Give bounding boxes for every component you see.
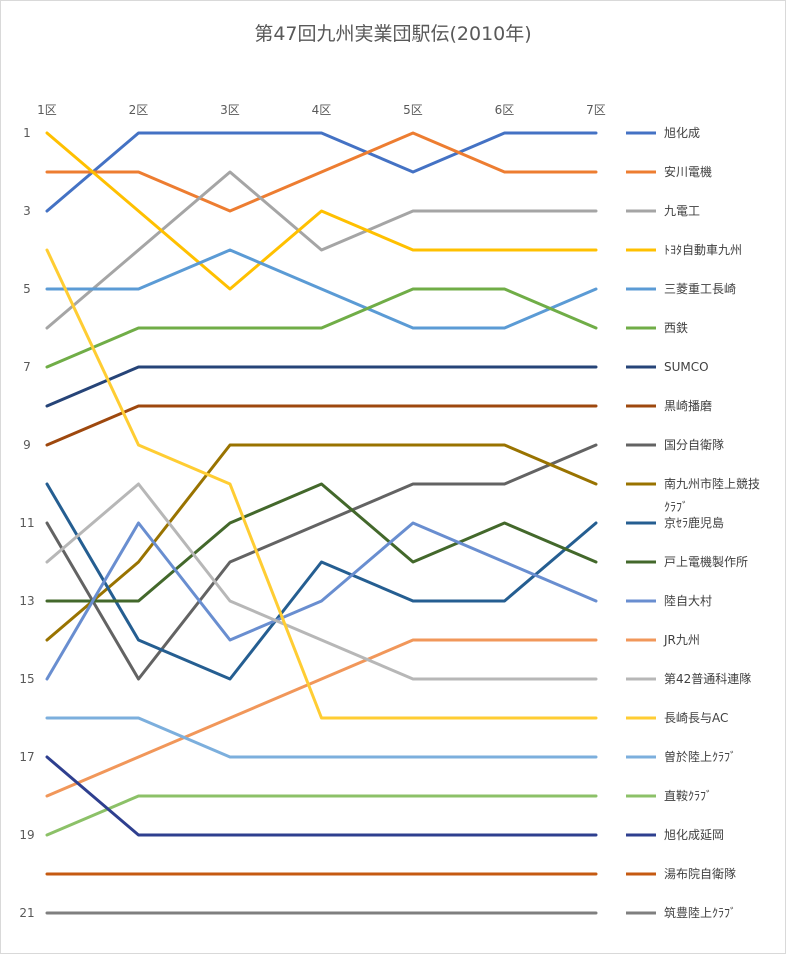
legend-label: 黒崎播磨 [664,399,712,413]
x-tick-label: 1区 [37,103,57,117]
y-tick-label: 1 [23,126,31,140]
legend-label: SUMCO [664,360,709,374]
y-tick-label: 21 [19,906,34,920]
series-line [45,131,598,213]
series-line [45,248,598,330]
legend-label: 旭化成 [664,126,700,140]
x-tick-label: 6区 [495,103,515,117]
series-line [45,443,598,642]
x-tick-label: 3区 [220,103,240,117]
legend-label: 九電工 [664,204,700,218]
legend-label: JR九州 [663,633,700,647]
legend-label: 第42普通科連隊 [664,671,751,686]
series-line [45,638,598,798]
legend-label: 旭化成延岡 [664,828,724,842]
series-line [45,521,598,681]
legend-label: 曽於陸上ｸﾗﾌﾞ [664,749,736,764]
legend-label: 西鉄 [664,320,688,335]
y-tick-label: 17 [19,750,34,764]
legend-label-ruby: ｸﾗﾌﾞ [664,500,688,514]
legend-label: ﾄﾖﾀ自動車九州 [664,243,742,257]
legend-label: 陸自大村 [664,594,712,608]
chart-title: 第47回九州実業団駅伝(2010年) [254,23,531,45]
series-line [45,365,598,408]
series-line [45,287,598,369]
y-tick-label: 13 [19,594,34,608]
series-line [45,170,598,330]
legend-label: 安川電機 [664,164,712,179]
x-tick-label: 4区 [312,103,332,117]
y-tick-label: 11 [19,516,34,530]
series-line [45,794,598,837]
legend-label: 長崎長与AC [664,711,728,725]
x-axis-ticks: 1区 2区 3区 4区 5区 6区 7区 [37,103,606,117]
series-line [45,716,598,759]
series-line [45,131,598,291]
legend-label: 湯布院自衛隊 [664,866,736,881]
legend-label: 京ｾﾗ鹿児島 [664,515,724,530]
y-tick-label: 5 [23,282,31,296]
series-line [45,131,598,213]
y-tick-label: 7 [23,360,31,374]
legend-label: 戸上電機製作所 [664,554,748,569]
legend-label: 三菱重工長崎 [664,282,736,296]
legend-label: 国分自衛隊 [664,437,724,452]
legend-label: 南九州市陸上競技 [664,476,760,491]
series-line [45,443,598,681]
y-tick-label: 3 [23,204,31,218]
series-line [45,755,598,837]
x-tick-label: 7区 [586,103,606,117]
legend-label: 筑豊陸上ｸﾗﾌﾞ [664,905,736,920]
legend-label: 直鞍ｸﾗﾌﾞ [664,788,712,803]
y-tick-label: 19 [19,828,34,842]
series-line [45,482,598,603]
series-line [45,482,598,681]
series-line [45,404,598,447]
series-lines [45,131,598,915]
y-tick-label: 15 [19,672,34,686]
x-tick-label: 5区 [403,103,423,117]
series-line [45,482,598,681]
series-line [45,248,598,720]
x-tick-label: 2区 [129,103,149,117]
y-tick-label: 9 [23,438,31,452]
